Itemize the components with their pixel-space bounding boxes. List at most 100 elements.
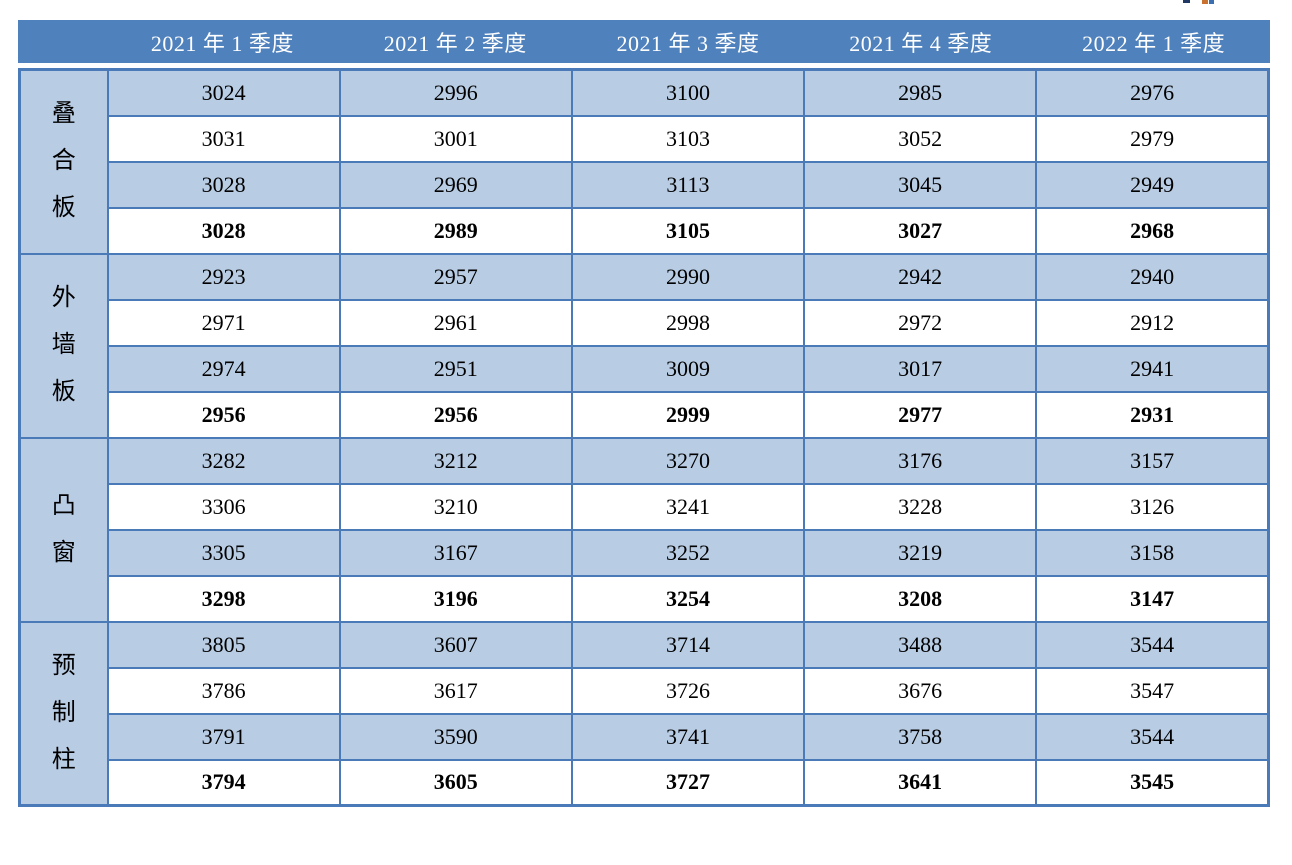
column-header-2021q1: 2021 年 1 季度: [150, 30, 294, 56]
table-cell: 2977: [803, 390, 1038, 439]
table-cell: 3212: [338, 436, 573, 485]
table-cell: 3488: [803, 620, 1038, 669]
table-cell: 3158: [1035, 528, 1270, 577]
table-cell: 3805: [106, 620, 341, 669]
table-cell: 3028: [106, 160, 341, 209]
column-header-2021q2: 2021 年 2 季度: [383, 30, 527, 56]
table-cell: 3009: [570, 344, 806, 393]
table-cell: 3676: [803, 666, 1038, 715]
table-row: 3031 3001 3103 3052 2979: [20, 114, 1270, 163]
table-cell: 3545: [1035, 758, 1270, 807]
table-cell: 3270: [570, 436, 806, 485]
table-cell: 3027: [803, 206, 1038, 255]
table-cell: 2979: [1035, 114, 1270, 163]
table-cell: 3605: [338, 758, 573, 807]
table-cell: 3028: [106, 206, 341, 255]
table-cell: 2974: [106, 344, 341, 393]
table-cell: 3607: [338, 620, 573, 669]
table-cell: 3167: [338, 528, 573, 577]
table-cell: 3241: [570, 482, 806, 531]
table-cell: 3254: [570, 574, 806, 623]
table-cell: 2940: [1035, 252, 1270, 301]
table-cell: 2972: [803, 298, 1038, 347]
table-cell: 2998: [570, 298, 806, 347]
table-cell: 3791: [106, 712, 341, 761]
table-cell: 3726: [570, 666, 806, 715]
column-header-2021q3: 2021 年 3 季度: [616, 30, 760, 56]
table-cell: 3306: [106, 482, 341, 531]
table-row: 2971 2961 2998 2972 2912: [20, 298, 1270, 347]
table-cell: 2949: [1035, 160, 1270, 209]
table-cell: 3282: [106, 436, 341, 485]
table-cell: 2912: [1035, 298, 1270, 347]
clipped-mark: [1209, 0, 1214, 4]
row-group-label-waiqiangban: 外墙板: [18, 252, 109, 439]
table-row: 3028 2969 3113 3045 2949: [20, 160, 1270, 209]
table-cell: 3045: [803, 160, 1038, 209]
table-row: 预制柱 3805 3607 3714 3488 3544: [18, 620, 1270, 807]
table-summary-row: 2956 2956 2999 2977 2931: [20, 390, 1270, 439]
table-row: 叠合板 3024 2996 3100 2985 2976: [18, 68, 1270, 255]
row-group-label-diehachban: 叠合板: [18, 68, 109, 255]
quarterly-price-table: 2021 年 1 季度 2021 年 2 季度 2021 年 3 季度 2021…: [18, 20, 1270, 807]
group-label-text: 叠合板: [51, 101, 76, 222]
table-row: 外墙板 2923 2957 2990 2942 2940: [18, 252, 1270, 439]
table-cell: 2985: [803, 68, 1038, 117]
table-cell: 3590: [338, 712, 573, 761]
table-cell: 3052: [803, 114, 1038, 163]
table-cell: 3547: [1035, 666, 1270, 715]
table-cell: 3157: [1035, 436, 1270, 485]
table-cell: 2956: [338, 390, 573, 439]
table-row: 3306 3210 3241 3228 3126: [20, 482, 1270, 531]
table-cell: 2923: [106, 252, 341, 301]
table-cell: 3100: [570, 68, 806, 117]
table-summary-row: 3794 3605 3727 3641 3545: [20, 758, 1270, 807]
table-cell: 2990: [570, 252, 806, 301]
table-cell: 3196: [338, 574, 573, 623]
table-row: 3786 3617 3726 3676 3547: [20, 666, 1270, 715]
table-cell: 3252: [570, 528, 806, 577]
table-cell: 3305: [106, 528, 341, 577]
table-cell: 3544: [1035, 620, 1270, 669]
table-cell: 3641: [803, 758, 1038, 807]
table-row: 凸窗 3282 3212 3270 3176 3157: [18, 436, 1270, 623]
row-group-label-tuchuang: 凸窗: [18, 436, 109, 623]
table-cell: 3176: [803, 436, 1038, 485]
row-group-label-yuzhizhu: 预制柱: [18, 620, 109, 807]
table-cell: 3794: [106, 758, 341, 807]
table-cell: 3298: [106, 574, 341, 623]
table-cell: 3727: [570, 758, 806, 807]
table-cell: 3113: [570, 160, 806, 209]
header-body-gap: [18, 63, 1270, 68]
table-cell: 2968: [1035, 206, 1270, 255]
table-cell: 3714: [570, 620, 806, 669]
table-body: 叠合板 3024 2996 3100 2985 2976 3031 3001 3…: [18, 68, 1270, 807]
table-summary-row: 3298 3196 3254 3208 3147: [20, 574, 1270, 623]
column-header-2022q1: 2022 年 1 季度: [1082, 30, 1226, 56]
table-cell: 2971: [106, 298, 341, 347]
group-label-text: 预制柱: [51, 652, 76, 773]
table-cell: 3758: [803, 712, 1038, 761]
table-row: 2974 2951 3009 3017 2941: [20, 344, 1270, 393]
table-cell: 2996: [338, 68, 573, 117]
table-cell: 3001: [338, 114, 573, 163]
column-header-2021q4: 2021 年 4 季度: [849, 30, 993, 56]
table-cell: 3103: [570, 114, 806, 163]
group-label-text: 外墙板: [51, 285, 76, 405]
table-cell: 3228: [803, 482, 1038, 531]
clipped-mark: [1183, 0, 1190, 3]
table-row: 3305 3167 3252 3219 3158: [20, 528, 1270, 577]
table-cell: 2931: [1035, 390, 1270, 439]
table-cell: 2999: [570, 390, 806, 439]
table-cell: 2941: [1035, 344, 1270, 393]
table-cell: 2969: [338, 160, 573, 209]
table-cell: 3786: [106, 666, 341, 715]
table-cell: 3031: [106, 114, 341, 163]
table-cell: 2951: [338, 344, 573, 393]
table-cell: 3147: [1035, 574, 1270, 623]
clipped-caption-remnant: [1183, 0, 1219, 4]
table-cell: 2957: [338, 252, 573, 301]
table-header-row: 2021 年 1 季度 2021 年 2 季度 2021 年 3 季度 2021…: [18, 20, 1270, 63]
table-cell: 3208: [803, 574, 1038, 623]
